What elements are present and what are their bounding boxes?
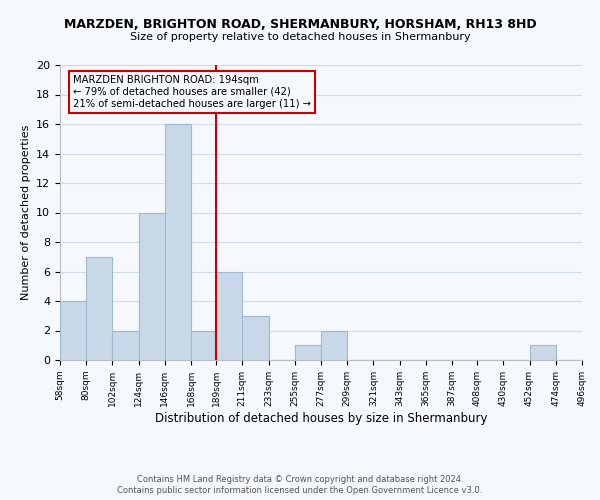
Bar — [242, 316, 269, 360]
Text: Contains HM Land Registry data © Crown copyright and database right 2024.: Contains HM Land Registry data © Crown c… — [137, 475, 463, 484]
Text: Contains public sector information licensed under the Open Government Licence v3: Contains public sector information licen… — [118, 486, 482, 495]
Bar — [60, 301, 86, 360]
Bar — [530, 345, 556, 360]
Text: MARZDEN, BRIGHTON ROAD, SHERMANBURY, HORSHAM, RH13 8HD: MARZDEN, BRIGHTON ROAD, SHERMANBURY, HOR… — [64, 18, 536, 30]
Bar — [321, 330, 347, 360]
Y-axis label: Number of detached properties: Number of detached properties — [20, 125, 31, 300]
Bar — [216, 272, 242, 360]
X-axis label: Distribution of detached houses by size in Shermanbury: Distribution of detached houses by size … — [155, 412, 487, 424]
Bar — [139, 212, 165, 360]
Bar — [165, 124, 191, 360]
Bar — [86, 257, 112, 360]
Bar — [191, 330, 217, 360]
Text: MARZDEN BRIGHTON ROAD: 194sqm
← 79% of detached houses are smaller (42)
21% of s: MARZDEN BRIGHTON ROAD: 194sqm ← 79% of d… — [73, 76, 311, 108]
Text: Size of property relative to detached houses in Shermanbury: Size of property relative to detached ho… — [130, 32, 470, 42]
Bar — [112, 330, 139, 360]
Bar — [295, 345, 321, 360]
